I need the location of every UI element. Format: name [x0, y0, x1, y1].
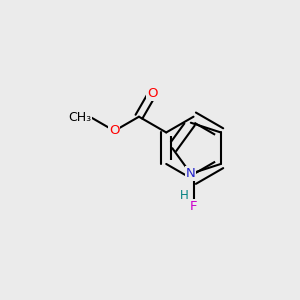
Text: H: H [179, 189, 188, 202]
Text: N: N [186, 167, 196, 180]
Text: F: F [190, 200, 197, 213]
Text: O: O [109, 124, 120, 137]
Text: CH₃: CH₃ [68, 111, 91, 124]
Text: O: O [147, 87, 158, 100]
